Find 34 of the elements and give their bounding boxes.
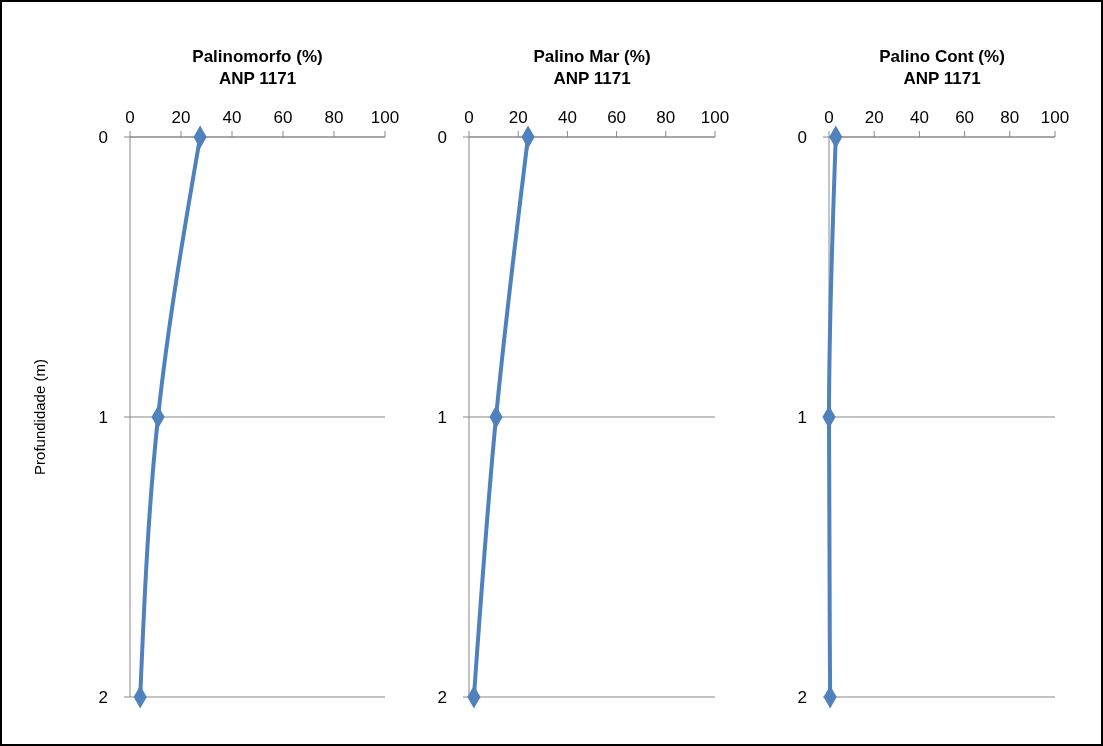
y-tick-label: 0 <box>437 127 447 147</box>
chart-title: Palinomorfo (%) <box>192 47 323 66</box>
x-tick-label: 80 <box>1000 108 1020 127</box>
x-tick-label: 20 <box>508 108 528 127</box>
y-tick-label: 2 <box>437 687 447 707</box>
x-tick-label: 60 <box>955 108 975 127</box>
chart-subtitle: ANP 1171 <box>903 69 981 88</box>
x-tick-label: 40 <box>222 108 242 127</box>
y-tick-label: 0 <box>98 127 108 147</box>
chart-title: Palino Mar (%) <box>533 47 651 66</box>
y-tick-label: 0 <box>797 127 807 147</box>
x-tick-label: 80 <box>324 108 344 127</box>
x-tick-label: 40 <box>557 108 577 127</box>
x-tick-label: 80 <box>656 108 676 127</box>
y-tick-label: 2 <box>797 687 807 707</box>
x-tick-label: 60 <box>273 108 293 127</box>
x-tick-label: 100 <box>370 108 400 127</box>
chart-subtitle: ANP 1171 <box>553 69 631 88</box>
x-tick-label: 60 <box>607 108 627 127</box>
y-axis-title: Profundidade (m) <box>31 359 48 475</box>
x-tick-label: 100 <box>1040 108 1070 127</box>
x-tick-label: 20 <box>171 108 191 127</box>
y-tick-label: 1 <box>797 407 807 427</box>
chart-title: Palino Cont (%) <box>879 47 1005 66</box>
x-tick-label: 0 <box>824 108 834 127</box>
x-tick-label: 100 <box>700 108 730 127</box>
x-tick-label: 0 <box>464 108 474 127</box>
y-tick-label: 2 <box>98 687 108 707</box>
chart-subtitle: ANP 1171 <box>218 69 297 88</box>
y-tick-label: 1 <box>437 407 447 427</box>
y-tick-label: 1 <box>98 407 108 427</box>
x-tick-label: 0 <box>125 108 135 127</box>
x-tick-label: 40 <box>909 108 929 127</box>
x-tick-label: 20 <box>864 108 884 127</box>
